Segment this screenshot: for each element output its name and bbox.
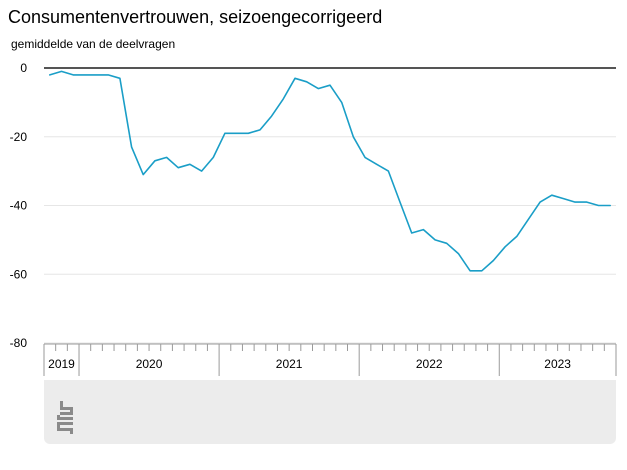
source-footer	[44, 380, 616, 444]
x-tick-label-year: 2020	[136, 357, 163, 371]
x-tick-label-year: 2019	[48, 357, 75, 371]
x-tick-label-year: 2021	[276, 357, 303, 371]
y-tick-label: -60	[10, 267, 28, 281]
y-axis-unit-label: gemiddelde van de deelvragen	[11, 37, 176, 51]
series-line	[48, 70, 612, 272]
y-tick-label: -20	[10, 130, 28, 144]
chart-title: Consumentenvertrouwen, seizoengecorrigee…	[8, 7, 383, 27]
cbs-logo-icon	[57, 401, 73, 434]
y-tick-label: -40	[10, 199, 28, 213]
series-lines	[48, 70, 612, 272]
x-axis: 2019 2020 2021 2022 2023	[43, 343, 617, 376]
y-axis-ticks: 0 -20 -40 -60 -80	[10, 61, 28, 350]
y-tick-label: 0	[20, 61, 27, 75]
y-tick-label: -80	[10, 336, 28, 350]
x-tick-label-year: 2023	[544, 357, 571, 371]
x-tick-label-year: 2022	[416, 357, 443, 371]
gridlines	[44, 67, 616, 344]
